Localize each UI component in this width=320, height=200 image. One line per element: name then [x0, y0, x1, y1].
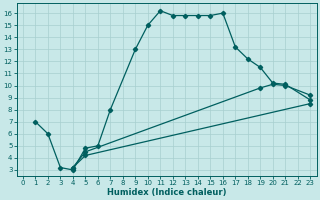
X-axis label: Humidex (Indice chaleur): Humidex (Indice chaleur): [107, 188, 226, 197]
